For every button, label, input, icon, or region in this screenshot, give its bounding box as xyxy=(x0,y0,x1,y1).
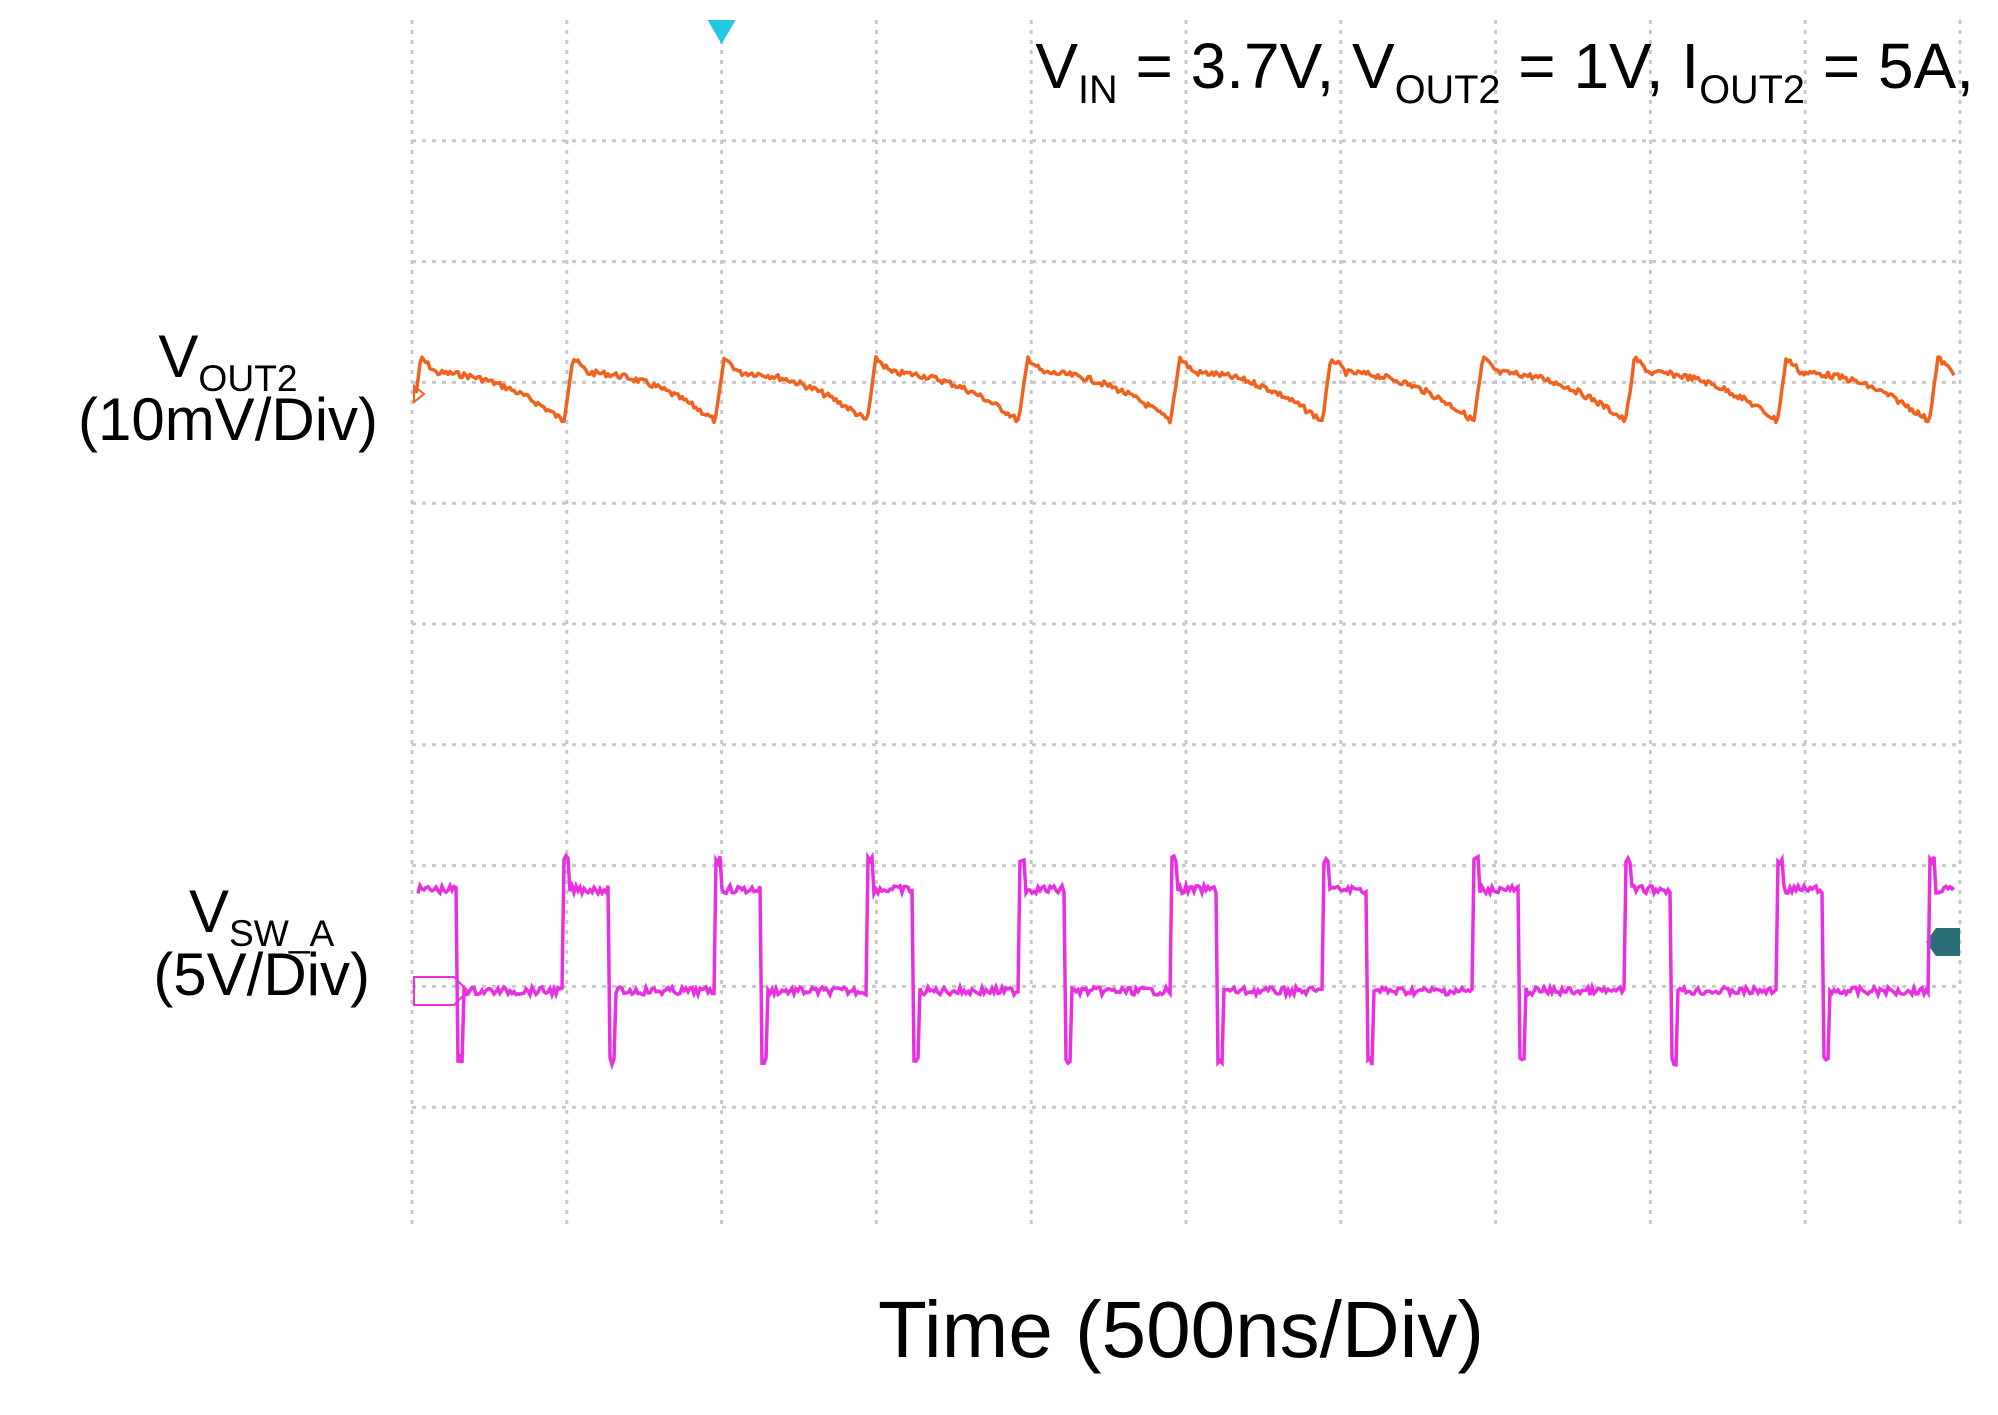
vin-value: = 3.7V, xyxy=(1117,30,1352,102)
vin-symbol: V xyxy=(1035,30,1079,102)
vout-value: = 1V, xyxy=(1500,30,1682,102)
test-conditions-label: VIN = 3.7V, VOUT2 = 1V, IOUT2 = 5A, xyxy=(1035,34,1974,110)
vsw-channel-scale: (5V/Div) xyxy=(153,941,370,1008)
x-axis-label: Time (500ns/Div) xyxy=(878,1285,1485,1374)
vsw-channel-marker xyxy=(413,976,470,1006)
vout-channel-symbol: V xyxy=(158,323,199,390)
vout-channel-name: VOUT2 xyxy=(78,323,378,397)
iout-value: = 5A, xyxy=(1805,30,1974,102)
vsw-switching-trace xyxy=(416,851,1956,1071)
iout-subscript: OUT2 xyxy=(1699,68,1805,113)
trigger-position-marker xyxy=(707,20,736,44)
vsw-channel-subscript: SW_A xyxy=(228,912,335,955)
vin-subscript: IN xyxy=(1078,68,1118,113)
trigger-level-marker xyxy=(1926,928,1960,956)
vsw-channel-label: VSW_A (5V/Div) xyxy=(153,880,370,1006)
grid xyxy=(410,20,1962,1228)
vout-channel-marker xyxy=(413,383,426,405)
traces xyxy=(414,354,1956,1071)
vout-ripple-trace xyxy=(414,354,1956,425)
vsw-channel-name: VSW_A xyxy=(153,878,370,952)
vout-channel-label: VOUT2 (10mV/Div) xyxy=(78,325,378,451)
vout-channel-scale: (10mV/Div) xyxy=(77,386,378,453)
vout-channel-subscript: OUT2 xyxy=(198,357,298,400)
vout-subscript: OUT2 xyxy=(1394,68,1501,113)
vout-symbol: V xyxy=(1352,30,1395,102)
markers xyxy=(413,20,1960,1006)
iout-symbol: I xyxy=(1681,30,1700,102)
vsw-channel-symbol: V xyxy=(188,878,229,945)
